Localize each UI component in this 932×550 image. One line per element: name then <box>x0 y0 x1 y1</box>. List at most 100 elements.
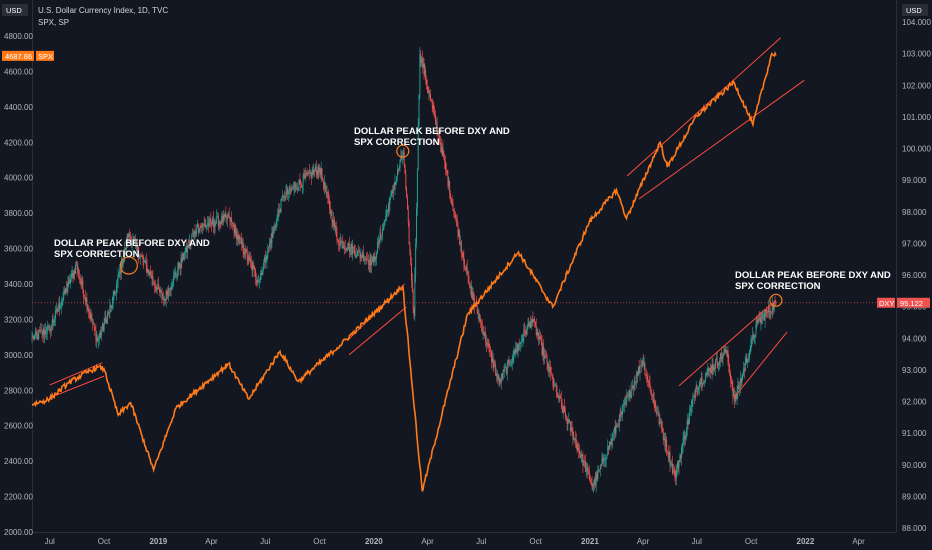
dxy-candle-body <box>122 261 124 267</box>
dxy-candle-body <box>449 180 451 194</box>
dxy-candle-body <box>529 321 531 326</box>
dxy-candle-body <box>243 251 245 254</box>
dxy-candle-body <box>221 215 223 225</box>
dxy-candle-body <box>57 309 59 312</box>
dxy-candle-body <box>286 188 288 193</box>
dxy-candle-body <box>630 395 632 398</box>
dxy-candle-body <box>504 367 506 372</box>
dxy-candle-body <box>738 384 740 389</box>
dxy-candle-body <box>184 252 186 258</box>
left-tick-label: 2400.00 <box>4 457 33 466</box>
dxy-candle-body <box>136 245 138 248</box>
chart-subtitle[interactable]: SPX, SP <box>38 18 69 27</box>
dxy-candle-body <box>683 436 685 439</box>
dxy-candle-body <box>50 328 51 332</box>
dxy-candle-body <box>484 332 486 336</box>
dxy-candle-body <box>650 386 652 394</box>
dxy-candle-body <box>355 255 357 257</box>
dxy-candle-body <box>255 277 257 280</box>
dxy-candle-body <box>535 325 537 336</box>
dxy-candle-body <box>366 259 368 260</box>
dxy-candle-body <box>223 214 225 218</box>
dxy-candle-body <box>187 244 189 253</box>
dxy-candle-body <box>657 413 659 414</box>
dxy-candle-body <box>461 252 463 254</box>
right-tick-label: 93.000 <box>902 366 927 375</box>
dxy-candle-body <box>499 379 501 383</box>
dxy-candle-body <box>604 459 606 461</box>
dxy-candle-body <box>740 378 742 383</box>
dxy-candle-body <box>411 263 412 281</box>
dxy-candle-body <box>80 281 82 284</box>
dxy-candle-body <box>297 188 299 190</box>
time-tick-label: Oct <box>313 537 326 546</box>
dxy-candle-body <box>584 461 586 472</box>
chart-title[interactable]: U.S. Dollar Currency Index, 1D, TVC <box>38 6 168 15</box>
dxy-candle-body <box>157 284 159 288</box>
dxy-candle-body <box>465 267 467 270</box>
dxy-candle-body <box>69 279 71 284</box>
dxy-candle-body <box>467 275 469 277</box>
dxy-candle-body <box>403 151 405 166</box>
dxy-candle-body <box>279 211 281 213</box>
dxy-candle-body <box>450 193 451 200</box>
dxy-candle-body <box>198 230 200 233</box>
dxy-candle-body <box>219 221 221 223</box>
dxy-candle-body <box>510 362 512 365</box>
left-currency-badge <box>2 4 28 16</box>
dxy-candle-body <box>528 323 530 326</box>
dxy-candle-body <box>244 253 246 255</box>
dxy-candle-body <box>269 242 270 248</box>
right-tick-label: 90.000 <box>902 461 927 470</box>
dxy-candle-body <box>607 445 609 456</box>
dxy-candle-body <box>209 218 211 220</box>
dxy-candle-body <box>92 321 94 324</box>
dxy-candle-body <box>177 269 179 275</box>
dxy-candle-body <box>714 367 716 369</box>
dxy-candle-body <box>308 170 310 173</box>
left-tick-label: 3800.00 <box>4 209 33 218</box>
dxy-candle-body <box>242 241 244 252</box>
dxy-candle-body <box>79 278 81 282</box>
dxy-candle-body <box>245 248 247 255</box>
dxy-candle-body <box>310 172 311 174</box>
dxy-candle-body <box>212 218 214 226</box>
dxy-candle-body <box>506 362 508 374</box>
dxy-candle-body <box>701 377 703 385</box>
dxy-candle-body <box>671 463 673 465</box>
dxy-candle-body <box>334 219 335 228</box>
dxy-candle-body <box>602 457 604 459</box>
dxy-candle-body <box>362 252 364 262</box>
dxy-price-tag: DXY 95.122 <box>877 297 930 308</box>
dxy-candle-body <box>267 246 269 256</box>
dxy-candle-body <box>374 255 376 260</box>
dxy-candle-body <box>210 218 212 223</box>
dxy-candle-body <box>515 348 516 355</box>
dxy-candle-body <box>225 213 227 216</box>
dxy-candle-body <box>637 367 639 376</box>
dxy-candle-body <box>311 170 313 178</box>
dxy-candle-body <box>268 246 270 248</box>
dxy-candle-body <box>589 480 591 483</box>
dxy-candle-body <box>161 292 163 300</box>
dxy-candle-body <box>700 377 702 385</box>
dxy-candle-body <box>361 254 363 259</box>
dxy-candle-body <box>529 321 531 328</box>
time-tick-label: Jul <box>260 537 270 546</box>
time-axis[interactable]: Jul Oct 2019 Apr Jul Oct 2020 Apr Jul Oct 2021 Apr J… <box>45 537 866 546</box>
dxy-candle-body <box>682 438 684 446</box>
dxy-candle-body <box>337 239 339 241</box>
dxy-candle-body <box>288 186 290 193</box>
dxy-candle-body <box>332 221 334 226</box>
dxy-candle-body <box>412 291 414 308</box>
dxy-candle-body <box>469 284 471 289</box>
dxy-candle-body <box>363 259 365 262</box>
dxy-candle-body <box>376 253 378 258</box>
dxy-candle-body <box>544 355 546 359</box>
dxy-candle-body <box>416 208 417 244</box>
dxy-candle-body <box>149 271 151 276</box>
annotation-3: DOLLAR PEAK BEFORE DXY AND SPX CORRECTIO… <box>735 270 891 292</box>
dxy-candle-body <box>695 385 697 389</box>
left-price-axis[interactable]: 4800.00 4600.00 4400.00 4200.00 4000.00 3800.… <box>4 32 33 537</box>
